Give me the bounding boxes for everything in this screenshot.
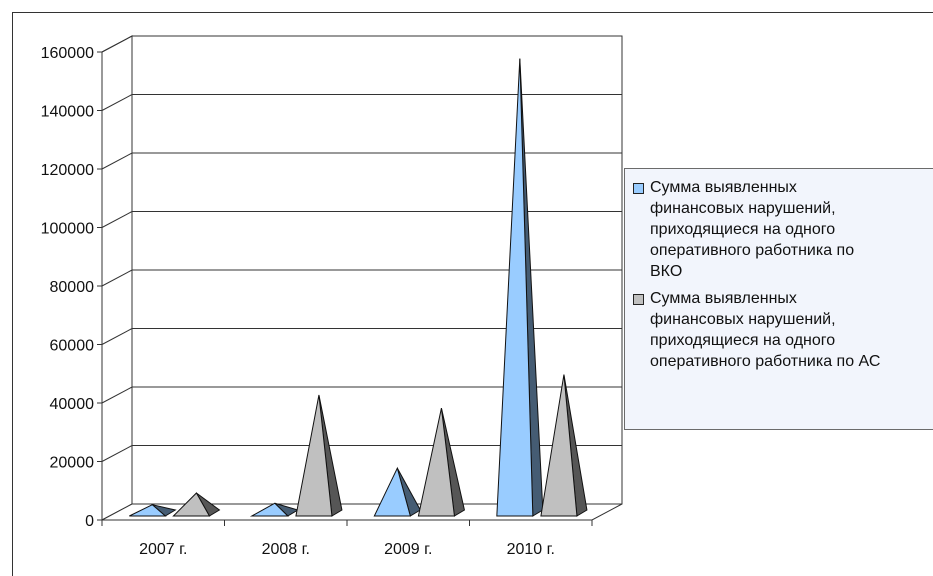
y-tick-label: 160000 [41,45,94,62]
pyramid-vko-2 [373,466,421,517]
pyramid-front-face [417,408,455,517]
chart-legend: Сумма выявленных финансовых нарушений, п… [624,168,933,430]
x-tick-label: 2007 г. [139,541,187,558]
legend-swatch-vko [633,183,644,194]
chart-frame [12,12,933,576]
pyramid-as-2 [417,408,465,517]
x-axis-ticks: 2007 г. 2008 г. 2009 г. 2010 г. [101,519,593,558]
pyramid-as-1 [295,394,343,517]
gridline [101,152,622,170]
y-tick-label: 40000 [50,396,95,413]
y-tick-label: 0 [85,513,94,530]
gridline [101,328,622,345]
gridline [101,445,622,462]
pyramid-vko-1 [249,502,300,517]
pyramid-as-0 [172,492,221,517]
gridline [101,269,622,287]
pyramid-front-face [373,466,411,517]
legend-label-as: Сумма выявленных финансовых нарушений, п… [650,290,881,370]
pyramid-front-face [295,394,333,517]
pyramid-vko-0 [129,504,177,517]
pyramid-front-face [172,492,211,517]
legend-item-as: Сумма выявленных финансовых нарушений, п… [633,288,933,372]
pyramid-front-face [249,502,290,517]
gridline [101,211,622,228]
y-tick-label: 100000 [41,221,94,238]
x-tick-label: 2009 г. [384,541,432,558]
pyramid-vko-3 [496,58,544,517]
y-axis-ticks: 0 20000 40000 60000 80000 100000 120000 140000 1… [41,45,103,530]
y-tick-label: 60000 [50,338,95,355]
chart-gridlines [101,35,622,462]
gridline [101,94,622,111]
pyramid-as-3 [540,374,588,517]
pyramid-front-face [540,374,578,517]
y-tick-label: 20000 [50,455,95,472]
gridline [101,35,622,53]
pyramid-front-face [496,58,534,517]
legend-label-vko: Сумма выявленных финансовых нарушений, п… [650,179,855,280]
y-tick-label: 140000 [41,104,94,121]
gridline [101,386,622,404]
x-tick-label: 2008 г. [262,541,310,558]
chart-marks [129,58,588,517]
y-tick-label: 80000 [50,279,95,296]
y-tick-label: 120000 [41,162,94,179]
pyramid-front-face [129,504,167,517]
legend-swatch-as [633,294,644,305]
chart-walls [101,35,623,521]
legend-item-vko: Сумма выявленных финансовых нарушений, п… [633,177,933,282]
x-tick-label: 2010 г. [507,541,555,558]
